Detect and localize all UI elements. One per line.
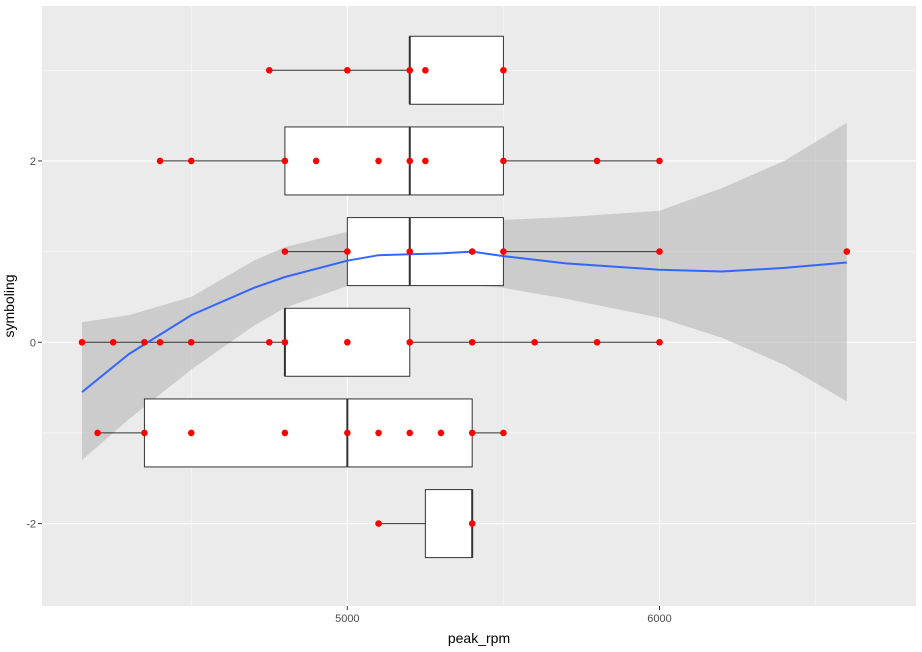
data-point — [843, 248, 851, 255]
x-axis-ticks: 5000 6000 — [335, 606, 672, 625]
points-layer — [78, 66, 851, 527]
data-point — [312, 157, 320, 165]
data-point — [406, 248, 414, 255]
boxplot-box — [424, 489, 473, 559]
smooth-line — [81, 250, 847, 393]
data-point — [656, 157, 663, 165]
boxplot-box — [143, 398, 473, 468]
data-point — [500, 248, 507, 255]
data-point — [344, 429, 351, 437]
data-point — [141, 338, 148, 346]
boxplot-box — [346, 217, 504, 287]
boxplot — [97, 398, 504, 468]
data-point — [375, 520, 382, 527]
data-point — [109, 338, 117, 346]
data-point — [406, 157, 414, 165]
data-point — [656, 248, 663, 255]
smooth-confidence-ribbon — [82, 122, 847, 461]
y-axis-ticks: -2 0 2 — [26, 156, 42, 531]
data-point — [437, 429, 445, 437]
data-point — [156, 338, 164, 346]
data-point — [344, 248, 351, 255]
data-point — [265, 338, 273, 346]
smooth-line-layer — [81, 250, 847, 393]
data-point — [344, 338, 351, 346]
data-point — [593, 338, 601, 346]
data-point — [375, 157, 382, 165]
data-point — [656, 338, 663, 346]
data-point — [500, 66, 507, 74]
data-point — [281, 248, 289, 255]
y-tick-label: 0 — [30, 337, 36, 349]
data-point — [406, 429, 414, 437]
y-tick-label: -2 — [26, 519, 36, 531]
x-tick-label: 6000 — [647, 613, 671, 625]
smooth-ribbon-layer — [82, 122, 847, 461]
data-point — [468, 338, 476, 346]
data-point — [531, 338, 538, 346]
data-point — [187, 338, 195, 346]
data-point — [78, 338, 86, 346]
data-point — [468, 520, 476, 527]
y-axis-title: symboling — [1, 274, 17, 337]
data-point — [265, 66, 273, 74]
data-point — [344, 66, 351, 74]
data-point — [468, 429, 476, 437]
data-point — [593, 157, 601, 165]
data-point — [156, 157, 164, 165]
y-tick-label: 2 — [30, 156, 36, 168]
data-point — [94, 429, 101, 437]
data-point — [281, 157, 289, 165]
data-point — [406, 66, 414, 74]
data-point — [500, 429, 507, 437]
data-point — [422, 66, 429, 74]
data-point — [422, 157, 429, 165]
data-point — [281, 338, 289, 346]
data-point — [187, 429, 195, 437]
data-point — [406, 338, 414, 346]
x-tick-label: 5000 — [335, 613, 359, 625]
data-point — [187, 157, 195, 165]
data-point — [500, 157, 507, 165]
data-point — [375, 429, 382, 437]
data-point — [468, 248, 476, 255]
data-point — [141, 429, 148, 437]
x-axis-title: peak_rpm — [448, 630, 510, 646]
data-point — [281, 429, 289, 437]
